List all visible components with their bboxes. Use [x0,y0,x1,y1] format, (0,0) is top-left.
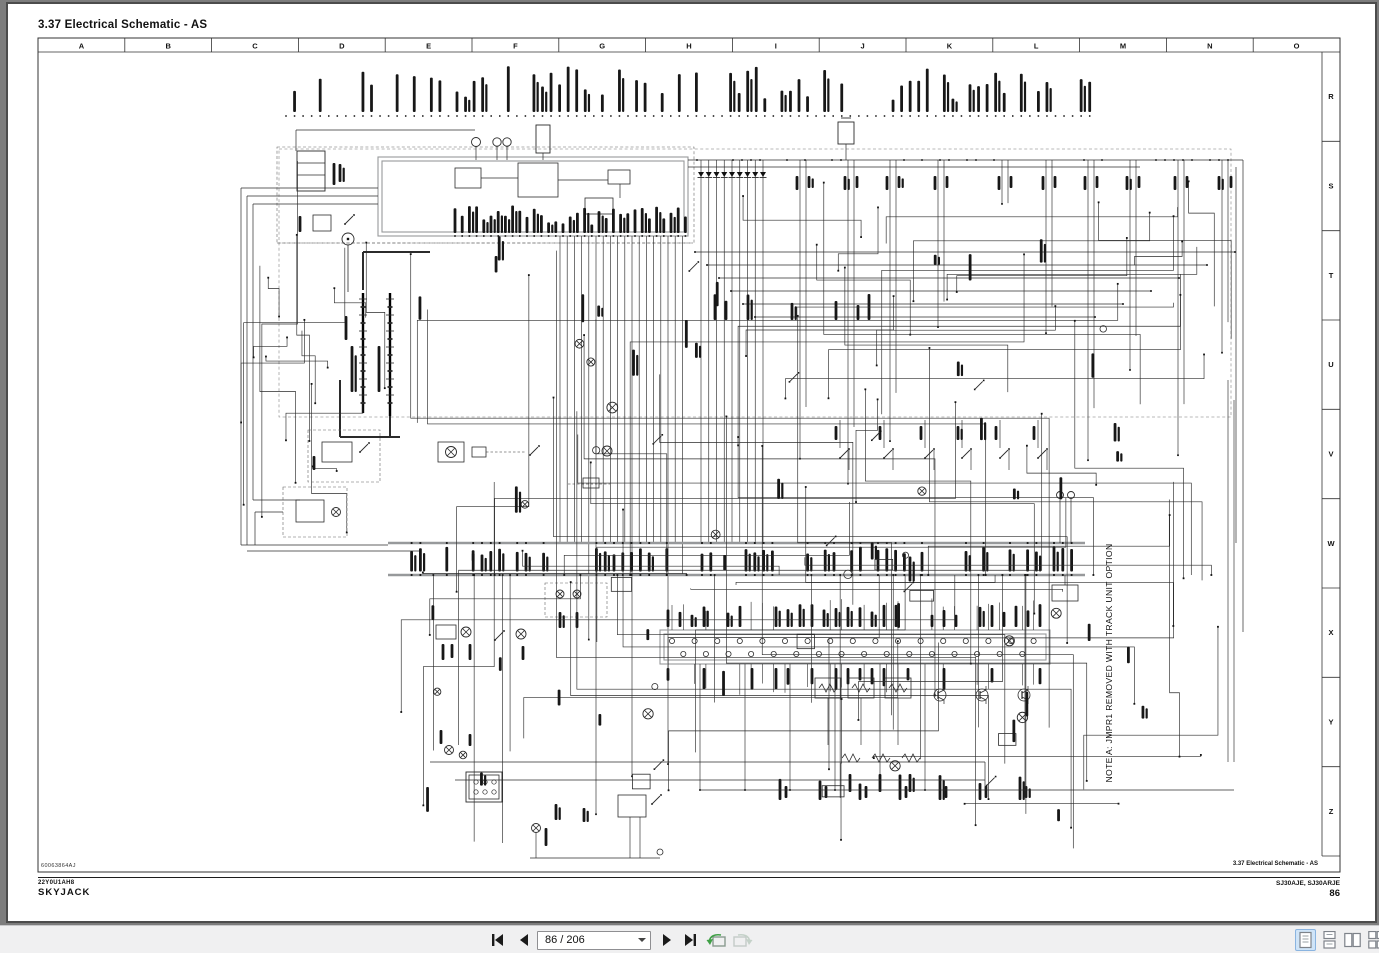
footer-page-number: 86 [1140,888,1340,899]
grid-column-label: C [252,42,258,51]
page-number-input[interactable] [537,931,651,950]
drawing-corner-code: 60063864AJ [41,863,76,869]
previous-page-icon [517,933,531,947]
layout-mode-continuous-facing[interactable] [1366,929,1379,951]
grid-row-label: R [1328,92,1334,101]
footer-models: SJ30AJE, SJ30ARJE [1140,880,1340,887]
footer-doc-code: 22Y0U1AH8 [38,880,74,886]
schematic-note: NOTE A: JMPR1 REMOVED WITH TRACK UNIT OP… [1104,543,1114,782]
grid-row-label: W [1327,539,1335,548]
grid-column-label: O [1294,42,1300,51]
grid-row-label: V [1328,450,1333,459]
grid-column-label: K [947,42,953,51]
grid-row-label: Z [1329,807,1334,816]
grid-column-label: D [339,42,345,51]
footer-divider [38,877,1340,878]
previous-page-button[interactable] [514,930,534,949]
previous-view-icon [706,931,728,948]
grid-column-label: A [79,42,85,51]
layout-mode-continuous[interactable] [1319,929,1340,951]
grid-row-label: Y [1328,718,1333,727]
grid-column-label: B [165,42,171,51]
layout-mode-single-page[interactable] [1295,929,1316,951]
document-page: A B C D E F G H I J K L M N O R S T U V W X Y Z NOTE A: JMPR1 RE… [8,4,1375,921]
continuous-page-icon [1322,931,1337,949]
next-page-button[interactable] [657,930,677,949]
grid-row-label: T [1329,271,1334,280]
grid-column-label: J [861,42,865,51]
continuous-facing-icon [1368,931,1379,949]
first-page-button[interactable] [488,930,508,949]
grid-column-label: E [426,42,431,51]
bottom-toolbar [0,925,1379,953]
grid-column-label: L [1034,42,1039,51]
schematic-canvas: A B C D E F G H I J K L M N O R S T U V W X Y Z NOTE A: JMPR1 RE… [8,4,1375,921]
page-title: 3.37 Electrical Schematic - AS [38,19,207,31]
grid-column-label: M [1120,42,1126,51]
skyjack-logo: SKYJACK [38,887,90,898]
layout-mode-facing[interactable] [1342,929,1363,951]
last-page-button[interactable] [680,930,700,949]
first-page-icon [490,933,506,947]
next-view-button[interactable] [730,930,754,949]
grid-column-label: N [1207,42,1212,51]
page-number-field [537,930,651,949]
next-view-icon [731,931,753,948]
grid-row-label: X [1328,628,1333,637]
previous-view-button[interactable] [705,930,729,949]
grid-column-label: I [775,42,777,51]
last-page-icon [682,933,698,947]
grid-row-label: S [1328,182,1333,191]
grid-column-label: H [686,42,691,51]
facing-pages-icon [1344,931,1361,949]
title-block-label: 3.37 Electrical Schematic - AS [1100,861,1318,867]
single-page-icon [1298,931,1313,949]
grid-column-label: F [513,42,518,51]
grid-column-label: G [599,42,605,51]
grid-row-label: U [1328,360,1333,369]
next-page-icon [660,933,674,947]
